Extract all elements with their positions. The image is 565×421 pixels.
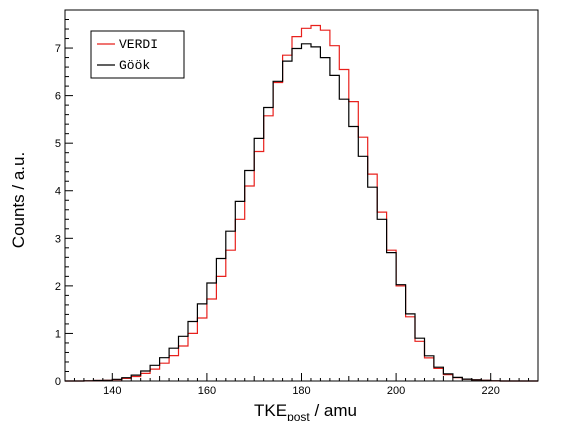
- series-gk-line: [65, 43, 538, 382]
- legend: VERDI Göök: [90, 30, 185, 79]
- legend-box: [90, 30, 185, 79]
- x-axis-title-subscript: post: [287, 410, 310, 421]
- x-tick-label: 220: [482, 385, 500, 397]
- y-tick-label: 0: [55, 376, 61, 388]
- y-tick-label: 1: [55, 328, 61, 340]
- y-tick-label: 4: [55, 186, 61, 198]
- legend-label-gook: Göök: [119, 58, 150, 73]
- legend-label-verdi: VERDI: [119, 37, 158, 52]
- y-tick-label: 2: [55, 281, 61, 293]
- x-tick-label: 200: [387, 385, 405, 397]
- x-axis-title: TKEpost / amu: [254, 401, 357, 421]
- x-tick-label: 140: [103, 385, 121, 397]
- tick-layer: 140 160 180 200 220 0 1 2 3 4 5 6 7: [55, 9, 539, 397]
- y-tick-label: 5: [55, 138, 61, 150]
- y-tick-label: 7: [55, 43, 61, 55]
- y-tick-label: 3: [55, 233, 61, 245]
- series-layer: [65, 24, 538, 382]
- x-tick-label: 160: [198, 385, 216, 397]
- x-axis-title-main: TKE: [254, 401, 287, 420]
- y-tick-label: 6: [55, 91, 61, 103]
- x-tick-label: 180: [292, 385, 310, 397]
- x-axis-title-suffix: / amu: [310, 401, 357, 420]
- y-axis-title: Counts / a.u.: [9, 152, 28, 248]
- series-verdi-line: [65, 24, 538, 382]
